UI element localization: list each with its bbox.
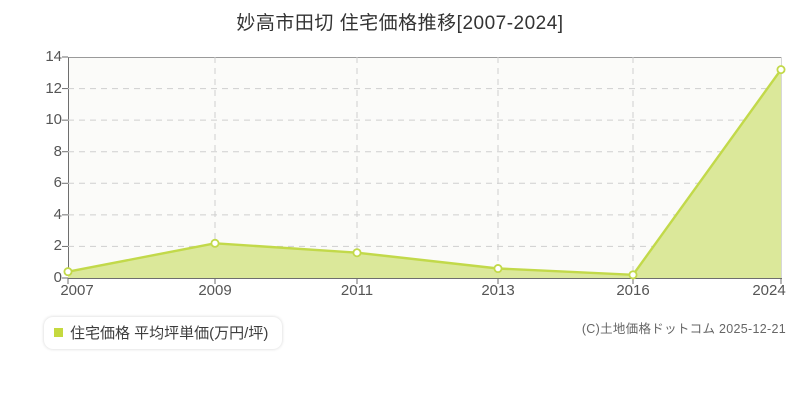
x-axis-tick-label: 2016 [616, 282, 650, 299]
x-axis-tick-label: 2009 [198, 282, 232, 299]
credit-text: (C)土地価格ドットコム 2025-12-21 [581, 322, 786, 336]
legend[interactable]: 住宅価格 平均坪単価(万円/坪) [44, 317, 283, 349]
y-axis-tick-label: 4 [53, 205, 62, 223]
y-axis-tick-label: 8 [53, 142, 62, 160]
x-axis-line [68, 278, 782, 279]
y-axis-tick-label: 14 [45, 48, 62, 65]
chart-title-text: 妙高市田切 住宅価格推移[2007-2024] [236, 13, 564, 34]
plot-right-border [781, 57, 782, 278]
y-axis-tick-label: 6 [53, 174, 62, 192]
x-axis-tick-label: 2024 [752, 282, 786, 299]
plot-area [68, 57, 782, 279]
y-axis-tick-label: 0 [53, 269, 62, 286]
y-axis-tick-label: 2 [53, 237, 62, 255]
y-axis-tick-label: 10 [45, 111, 62, 129]
chart-title: 妙高市田切 住宅価格推移[2007-2024] [0, 8, 800, 35]
legend-swatch-icon [54, 328, 63, 337]
x-axis-tick-label: 2007 [60, 282, 94, 299]
y-axis-tick-label: 12 [45, 79, 62, 97]
x-axis-tick-label: 2011 [340, 282, 374, 299]
x-axis-tick-label: 2013 [481, 282, 515, 299]
legend-label: 住宅価格 平均坪単価(万円/坪) [70, 325, 269, 342]
y-axis-labels: 0 2 4 6 8 10 12 14 [14, 0, 62, 400]
